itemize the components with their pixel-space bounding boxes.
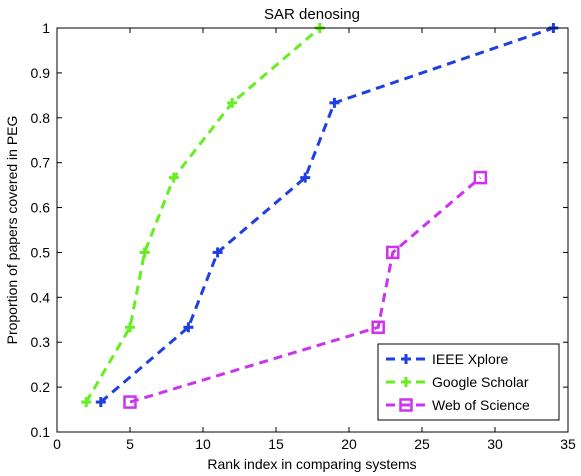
data-point [212,247,223,258]
legend-item: Web of Science [386,397,530,413]
chart-title: SAR denosing [264,6,360,23]
series-line [84,26,321,403]
data-point [123,395,137,409]
plot-frame [56,27,569,433]
data-point [300,172,311,183]
data-point [401,354,411,364]
legend-item: Google Scholar [386,374,529,390]
legend-label: Web of Science [432,397,530,413]
series-line [99,26,554,404]
x-tick-label: 0 [53,436,61,452]
data-point [95,397,106,408]
series-line [129,176,482,404]
data-point [386,245,400,260]
y-tick-label: 0.9 [31,65,51,81]
x-tick-label: 35 [560,436,576,452]
y-tick-label: 0.1 [31,424,51,440]
data-point [139,247,150,258]
y-tick-label: 1 [42,20,50,36]
data-point [329,97,340,108]
x-tick-label: 30 [487,436,503,452]
legend-item: IEEE Xplore [386,351,508,367]
data-point [399,398,413,412]
y-axis-title: Proportion of papers covered in PEG [4,116,20,345]
legend-label: IEEE Xplore [432,351,508,367]
y-tick-label: 0.2 [31,379,51,395]
data-point [125,322,135,333]
x-tick-label: 5 [126,436,134,452]
y-tick-label: 0.8 [31,110,51,126]
series-web-of-science [123,170,488,409]
y-tick-label: 0.6 [31,200,51,216]
legend-label: Google Scholar [432,374,529,390]
data-point [371,320,385,335]
y-tick-label: 0.7 [31,155,51,171]
y-tick-label: 0.4 [31,289,51,305]
x-tick-label: 10 [195,436,211,452]
legend: IEEE Xplore Google Scholar Web of Science [377,343,560,421]
data-point [183,322,194,333]
data-point [168,172,179,183]
tick-layer: 0 5 10 15 20 25 30 35 0.1 0.2 0.3 0.4 0.5 0.6 0.7 0.8 0.… [31,20,576,452]
x-axis-title: Rank index in comparing systems [207,456,416,472]
data-point [401,377,411,387]
data-point [473,170,488,185]
y-tick-label: 0.3 [31,334,51,350]
x-tick-label: 15 [268,436,284,452]
y-tick-label: 0.5 [31,244,51,260]
x-tick-label: 20 [341,436,357,452]
data-point [227,97,238,108]
x-tick-label: 25 [414,436,430,452]
data-point [81,397,92,408]
